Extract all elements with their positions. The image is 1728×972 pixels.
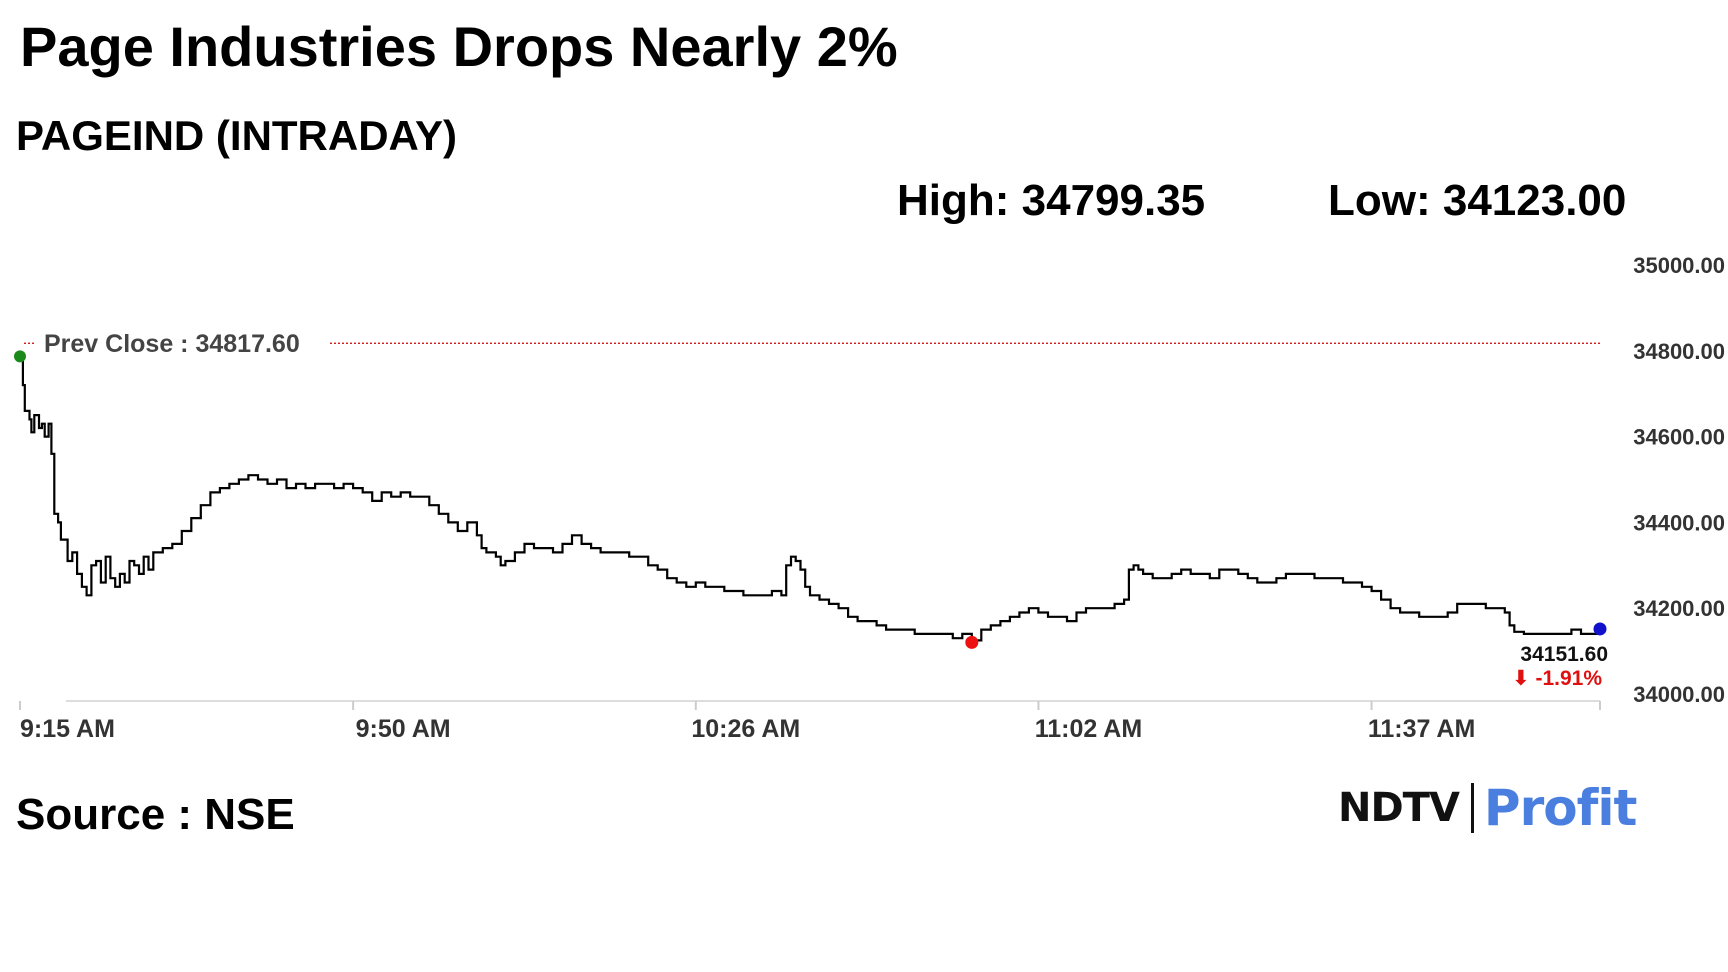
markers: 34151.60⬇ -1.91%: [14, 350, 1608, 690]
intraday-line-chart: 35000.00 34800.00 34600.00 34400.00 34200.00…: [14, 253, 1725, 743]
open-marker: [14, 350, 26, 363]
logo-profit-text: Profit: [1483, 779, 1637, 837]
x-tick-label: 10:26 AM: [691, 715, 800, 743]
x-tick-label: 11:37 AM: [1368, 715, 1475, 743]
source-note: Source : NSE: [16, 790, 295, 839]
y-tick-label: 34400.00: [1633, 510, 1725, 535]
high-stat: High: 34799.35: [897, 176, 1206, 225]
prev-close-group: Prev Close : 34817.60: [24, 330, 1600, 358]
y-tick-label: 34200.00: [1633, 596, 1725, 621]
chart-subtitle: PAGEIND (INTRADAY): [16, 112, 458, 159]
price-series: [20, 358, 1602, 642]
prev-close-label: Prev Close : 34817.60: [44, 330, 300, 358]
last-marker: [1593, 622, 1607, 636]
y-tick-label: 34800.00: [1633, 339, 1725, 364]
low-marker: [965, 635, 979, 649]
axes: 35000.00 34800.00 34600.00 34400.00 34200.00…: [19, 253, 1725, 743]
ndtv-profit-logo: NDTV Profit: [1338, 779, 1637, 837]
y-tick-label: 34600.00: [1633, 425, 1725, 450]
y-tick-label: 34000.00: [1633, 682, 1725, 707]
logo-ndtv-text: NDTV: [1338, 785, 1460, 831]
page-title: Page Industries Drops Nearly 2%: [20, 15, 898, 78]
x-tick-label: 9:50 AM: [356, 715, 451, 743]
price-line: [20, 358, 1602, 642]
last-price-label: 34151.60: [1520, 643, 1608, 666]
y-tick-label: 35000.00: [1633, 253, 1725, 278]
change-percent-label: ⬇ -1.91%: [1512, 667, 1602, 690]
low-stat: Low: 34123.00: [1328, 176, 1627, 225]
logo-divider: [1470, 783, 1474, 833]
x-tick-label: 9:15 AM: [20, 715, 115, 743]
x-tick-label: 11:02 AM: [1035, 715, 1142, 743]
